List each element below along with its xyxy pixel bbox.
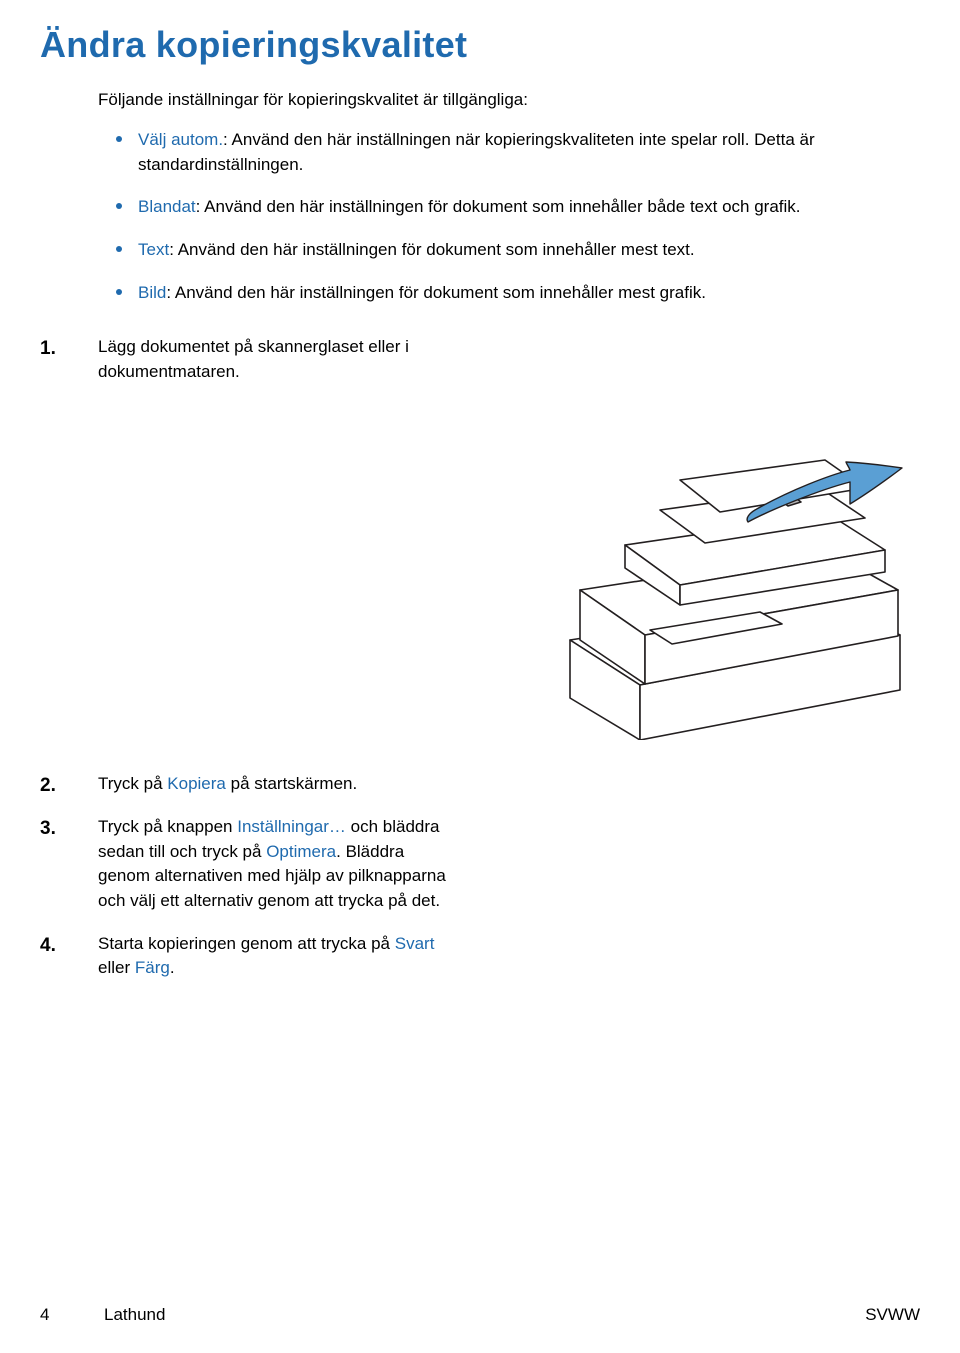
options-list: Välj autom.: Använd den här inställninge…: [98, 128, 858, 305]
option-desc: : Använd den här inställningen när kopie…: [138, 130, 815, 174]
step-text: Starta kopieringen genom att trycka på S…: [98, 932, 458, 981]
page-number: 4: [40, 1305, 80, 1325]
option-label: Text: [138, 240, 169, 259]
step-text: Lägg dokumentet på skannerglaset eller i…: [98, 335, 458, 384]
step-text: Tryck på knappen Inställningar… och bläd…: [98, 815, 458, 914]
option-item: Bild: Använd den här inställningen för d…: [98, 281, 858, 306]
option-item: Välj autom.: Använd den här inställninge…: [98, 128, 858, 177]
text-fragment: Tryck på: [98, 774, 167, 793]
keyword: Kopiera: [167, 774, 226, 793]
printer-illustration: [530, 440, 930, 740]
step-3: 3. Tryck på knappen Inställningar… och b…: [40, 815, 920, 914]
text-fragment: eller: [98, 958, 135, 977]
footer-right: SVWW: [865, 1305, 920, 1325]
step-2: 2. Tryck på Kopiera på startskärmen.: [40, 772, 920, 797]
page-footer: 4 Lathund SVWW: [0, 1305, 960, 1325]
option-desc: : Använd den här inställningen för dokum…: [166, 283, 706, 302]
steps-list: 1. Lägg dokumentet på skannerglaset elle…: [40, 335, 920, 384]
printer-icon: [530, 440, 930, 740]
step-4: 4. Starta kopieringen genom att trycka p…: [40, 932, 920, 981]
option-desc: : Använd den här inställningen för dokum…: [196, 197, 801, 216]
option-desc: : Använd den här inställningen för dokum…: [169, 240, 694, 259]
step-number: 2.: [40, 772, 80, 800]
page: Ändra kopieringskvalitet Följande instäl…: [0, 0, 960, 1353]
option-label: Blandat: [138, 197, 196, 216]
step-text: Tryck på Kopiera på startskärmen.: [98, 772, 458, 797]
steps-list-cont: 2. Tryck på Kopiera på startskärmen. 3. …: [40, 772, 920, 980]
step-number: 1.: [40, 335, 80, 363]
keyword: Inställningar…: [237, 817, 346, 836]
text-fragment: Tryck på knappen: [98, 817, 237, 836]
text-fragment: på startskärmen.: [226, 774, 357, 793]
footer-section: Lathund: [104, 1305, 165, 1325]
keyword: Svart: [395, 934, 435, 953]
step-number: 4.: [40, 932, 80, 960]
page-title: Ändra kopieringskvalitet: [40, 24, 920, 66]
keyword: Optimera: [266, 842, 336, 861]
intro-text: Följande inställningar för kopieringskva…: [98, 90, 920, 110]
option-label: Bild: [138, 283, 166, 302]
option-item: Text: Använd den här inställningen för d…: [98, 238, 858, 263]
option-item: Blandat: Använd den här inställningen fö…: [98, 195, 858, 220]
option-label: Välj autom.: [138, 130, 223, 149]
keyword: Färg: [135, 958, 170, 977]
step-number: 3.: [40, 815, 80, 843]
step-1: 1. Lägg dokumentet på skannerglaset elle…: [40, 335, 920, 384]
text-fragment: .: [170, 958, 175, 977]
text-fragment: Starta kopieringen genom att trycka på: [98, 934, 395, 953]
footer-left: 4 Lathund: [40, 1305, 165, 1325]
